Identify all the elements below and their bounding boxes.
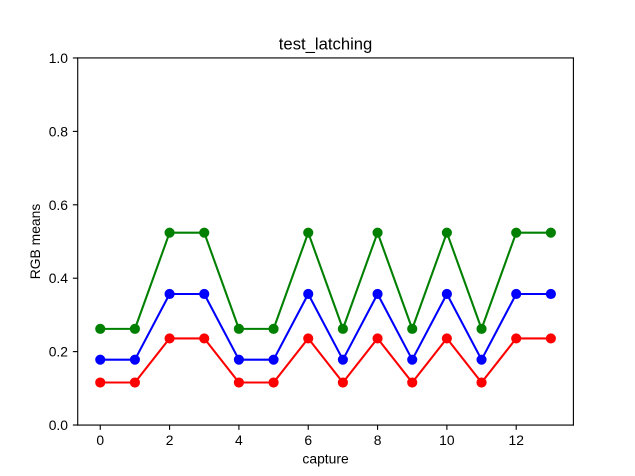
svg-text:8: 8 xyxy=(374,432,382,448)
svg-text:4: 4 xyxy=(235,432,243,448)
svg-text:10: 10 xyxy=(439,432,455,448)
svg-text:test_latching: test_latching xyxy=(279,35,373,54)
svg-text:capture: capture xyxy=(302,450,349,466)
svg-text:RGB means: RGB means xyxy=(27,204,43,280)
svg-text:0: 0 xyxy=(96,432,104,448)
svg-text:6: 6 xyxy=(304,432,312,448)
svg-text:0.6: 0.6 xyxy=(49,197,69,213)
svg-text:0.0: 0.0 xyxy=(49,417,69,433)
svg-text:0.2: 0.2 xyxy=(49,344,69,360)
svg-text:0.4: 0.4 xyxy=(49,270,69,286)
svg-text:0.8: 0.8 xyxy=(49,123,69,139)
svg-text:1.0: 1.0 xyxy=(49,50,69,66)
svg-text:2: 2 xyxy=(166,432,174,448)
svg-text:12: 12 xyxy=(508,432,524,448)
